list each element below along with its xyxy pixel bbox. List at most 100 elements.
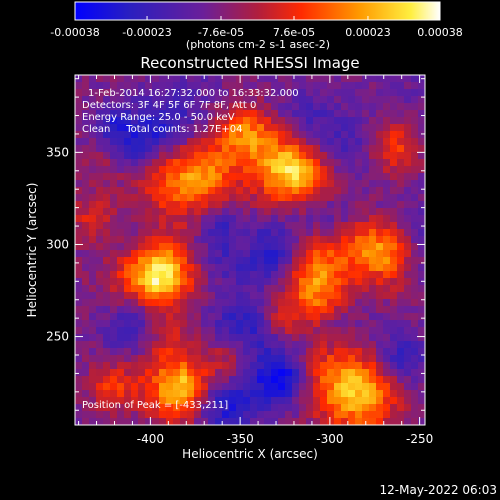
heatmap-cell [334, 103, 342, 111]
heatmap-cell [313, 236, 321, 244]
heatmap-cell [369, 145, 377, 153]
heatmap-cell [320, 411, 328, 419]
heatmap-cell [208, 138, 216, 146]
heatmap-cell [250, 96, 258, 104]
heatmap-cell [313, 383, 321, 391]
heatmap-cell [418, 208, 425, 216]
heatmap-cell [334, 131, 342, 139]
heatmap-cell [390, 229, 398, 237]
heatmap-cell [131, 292, 139, 300]
heatmap-cell [187, 397, 195, 405]
heatmap-cell [194, 418, 202, 425]
heatmap-cell [103, 376, 111, 384]
heatmap-cell [383, 82, 391, 90]
heatmap-cell [215, 243, 223, 251]
heatmap-cell [355, 299, 363, 307]
heatmap-cell [173, 250, 181, 258]
heatmap-cell [236, 131, 244, 139]
heatmap-cell [201, 271, 209, 279]
heatmap-cell [166, 362, 174, 370]
heatmap-cell [418, 355, 425, 363]
heatmap-cell [215, 180, 223, 188]
heatmap-cell [103, 124, 111, 132]
heatmap-cell [257, 320, 265, 328]
colorbar-tick-label: 0.00038 [417, 26, 463, 39]
heatmap-cell [376, 334, 384, 342]
heatmap-cell [397, 320, 405, 328]
heatmap-cell [138, 257, 146, 265]
heatmap-cell [397, 208, 405, 216]
heatmap-cell [306, 180, 314, 188]
heatmap-cell [383, 138, 391, 146]
heatmap-cell [271, 236, 279, 244]
heatmap-cell [285, 341, 293, 349]
heatmap-cell [362, 285, 370, 293]
heatmap-cell [404, 341, 412, 349]
heatmap-cell [404, 264, 412, 272]
heatmap-cell [208, 313, 216, 321]
heatmap-cell [180, 194, 188, 202]
heatmap-cell [166, 82, 174, 90]
heatmap-cell [376, 271, 384, 279]
heatmap-cell [418, 117, 425, 125]
heatmap-cell [110, 222, 118, 230]
heatmap-cell [229, 173, 237, 181]
heatmap-cell [327, 110, 335, 118]
heatmap-cell [348, 229, 356, 237]
heatmap-cell [166, 418, 174, 425]
heatmap-cell [285, 418, 293, 425]
heatmap-cell [257, 285, 265, 293]
heatmap-cell [180, 159, 188, 167]
heatmap-cell [299, 355, 307, 363]
heatmap-cell [292, 75, 300, 83]
heatmap-cell [222, 159, 230, 167]
heatmap-cell [404, 334, 412, 342]
heatmap-cell [166, 124, 174, 132]
heatmap-cell [397, 152, 405, 160]
heatmap-cell [320, 250, 328, 258]
heatmap-cell [418, 376, 425, 384]
heatmap-cell [257, 138, 265, 146]
heatmap-cell [131, 229, 139, 237]
heatmap-cell [89, 222, 97, 230]
heatmap-cell [250, 159, 258, 167]
heatmap-cell [215, 369, 223, 377]
heatmap-cell [124, 243, 132, 251]
heatmap-cell [362, 390, 370, 398]
heatmap-cell [215, 355, 223, 363]
heatmap-cell [383, 173, 391, 181]
heatmap-cell [110, 278, 118, 286]
heatmap-cell [250, 236, 258, 244]
heatmap-cell [376, 362, 384, 370]
heatmap-cell [131, 152, 139, 160]
heatmap-cell [327, 418, 335, 425]
heatmap-cell [292, 89, 300, 97]
heatmap-cell [75, 166, 83, 174]
heatmap-cell [180, 390, 188, 398]
heatmap-cell [299, 187, 307, 195]
heatmap-cell [404, 236, 412, 244]
heatmap-cell [145, 138, 153, 146]
heatmap-cell [243, 89, 251, 97]
heatmap-cell [124, 215, 132, 223]
heatmap-cell [82, 215, 90, 223]
heatmap-cell [159, 145, 167, 153]
heatmap-cell [390, 103, 398, 111]
heatmap-cell [383, 292, 391, 300]
heatmap-cell [292, 376, 300, 384]
heatmap-cell [117, 334, 125, 342]
heatmap-cell [278, 404, 286, 412]
heatmap-cell [187, 306, 195, 314]
heatmap-cell [355, 383, 363, 391]
heatmap-cell [418, 418, 425, 425]
heatmap-cell [327, 397, 335, 405]
heatmap-cell [152, 215, 160, 223]
heatmap-cell [397, 404, 405, 412]
heatmap-cell [117, 250, 125, 258]
heatmap-cell [187, 285, 195, 293]
heatmap-cell [271, 390, 279, 398]
heatmap-cell [327, 411, 335, 419]
heatmap-cell [103, 271, 111, 279]
heatmap-cell [110, 152, 118, 160]
heatmap-cell [313, 145, 321, 153]
